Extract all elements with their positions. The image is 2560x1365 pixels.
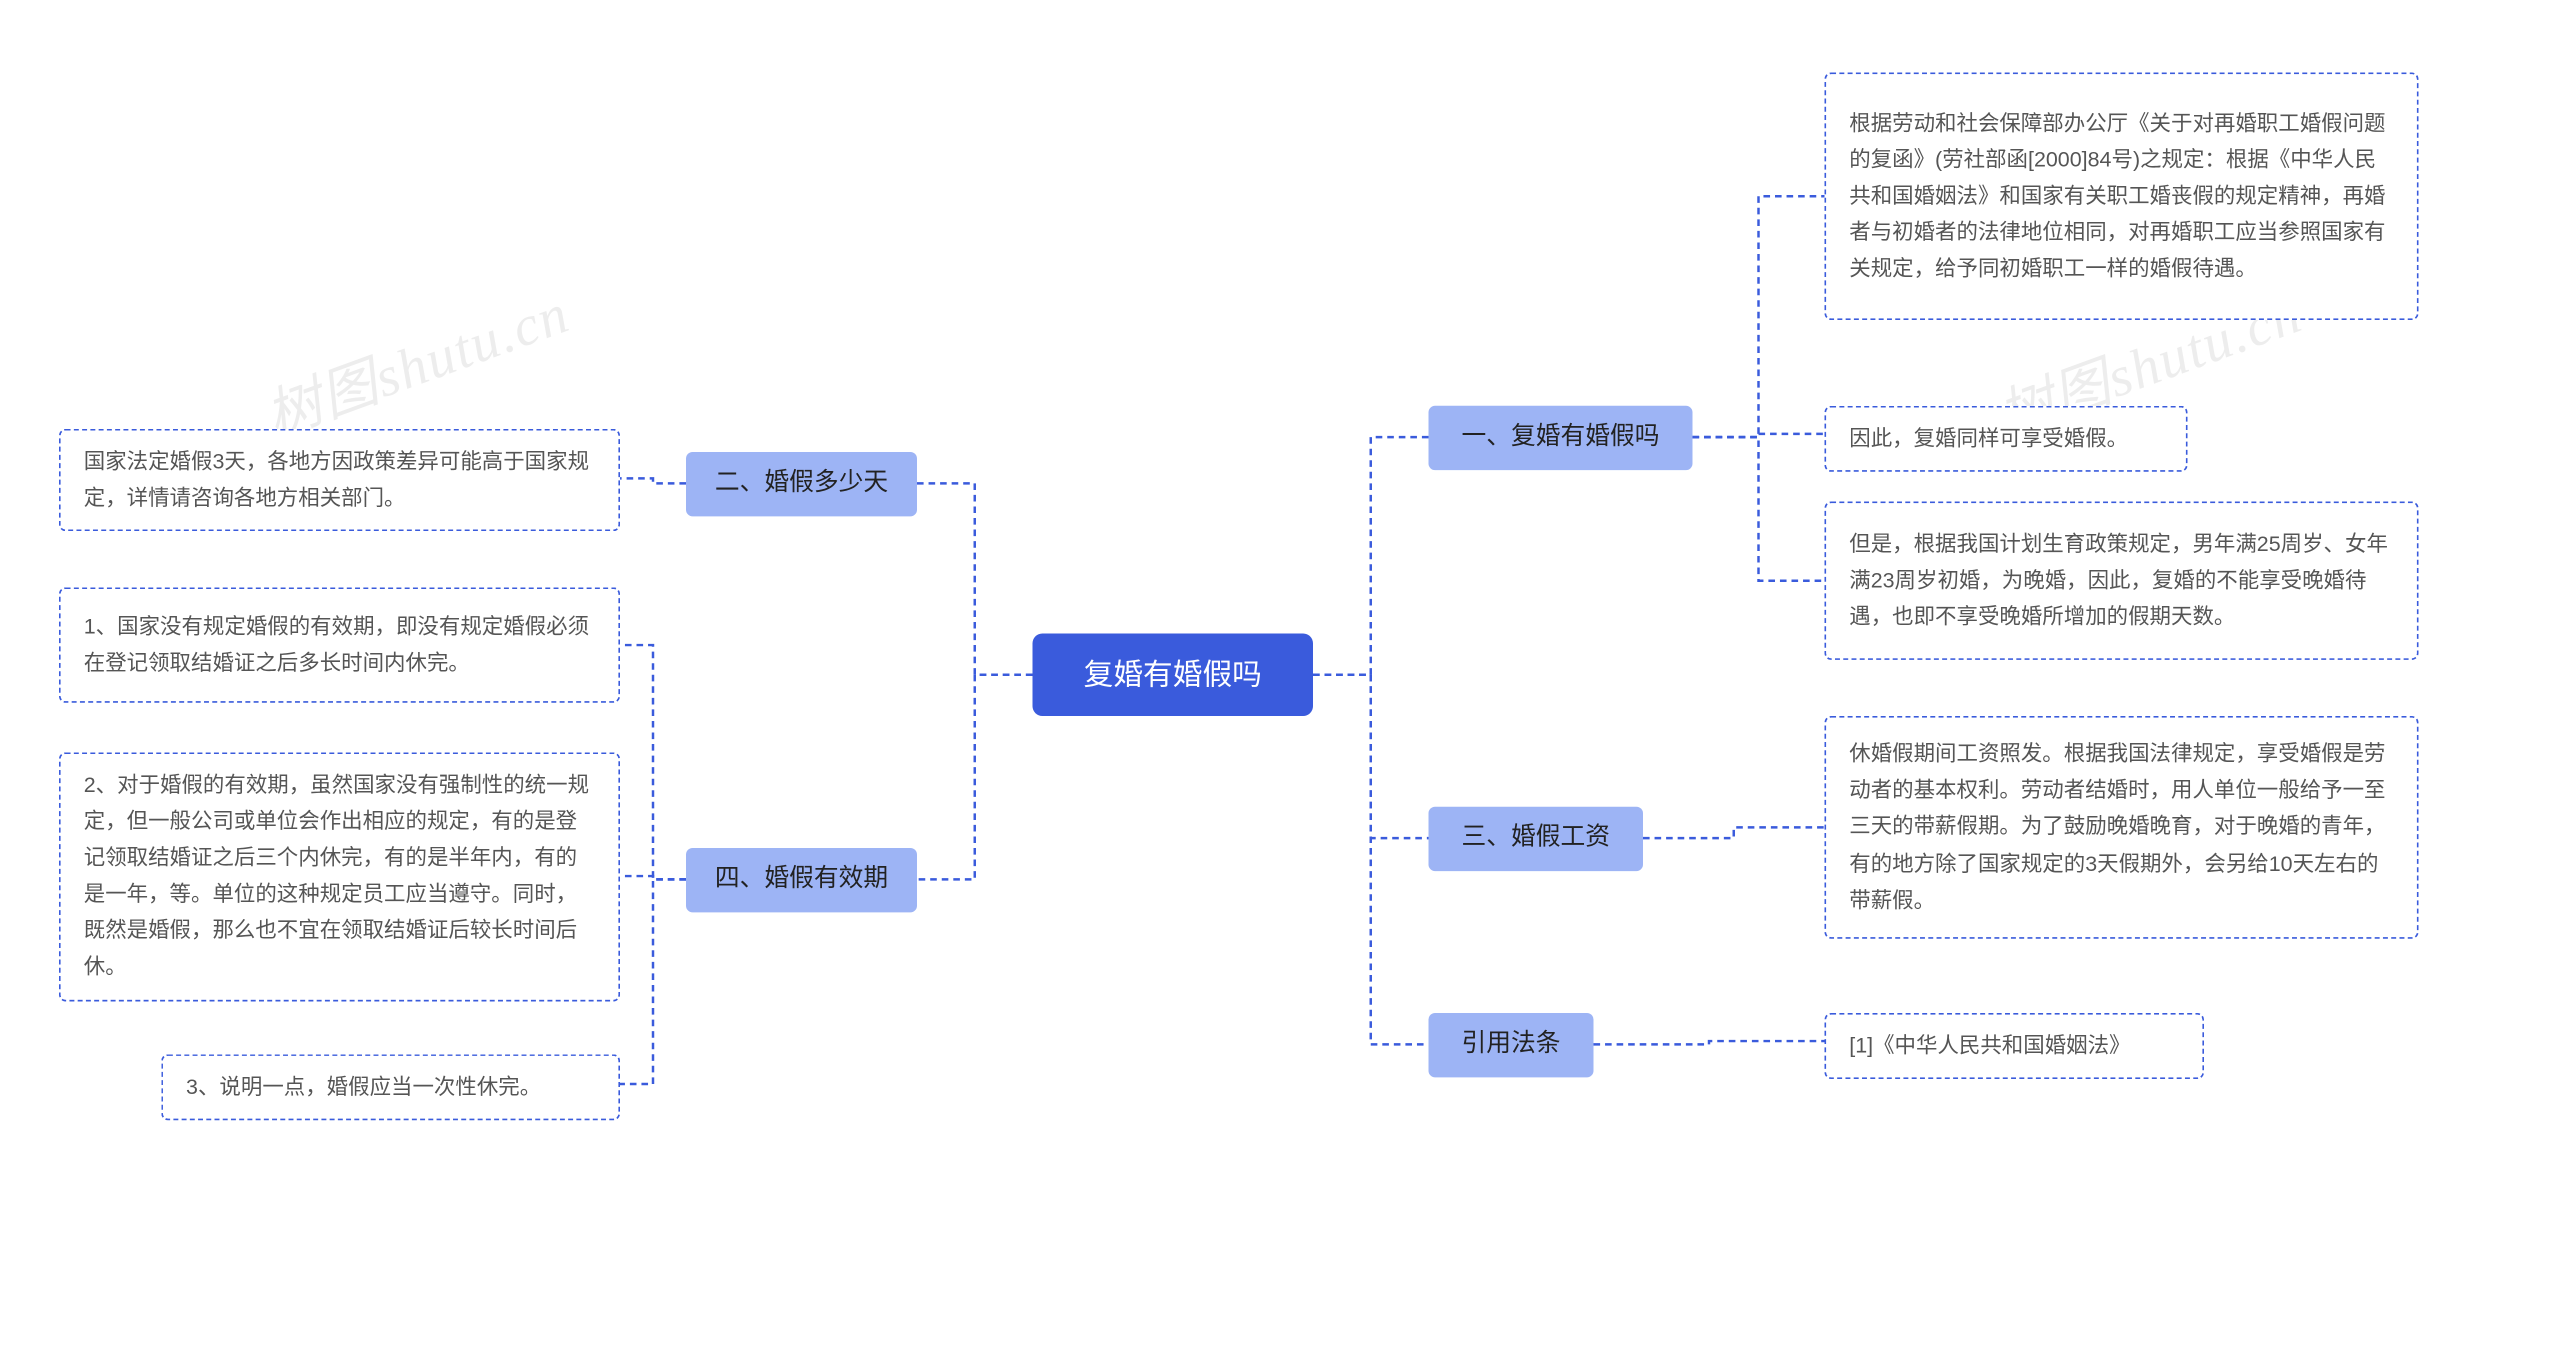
topic-node-r1[interactable]: 一、复婚有婚假吗 bbox=[1429, 405, 1693, 469]
leaf-node: 根据劳动和社会保障部办公厅《关于对再婚职工婚假问题的复函》(劳社部函[2000]… bbox=[1825, 72, 2419, 320]
leaf-node: 2、对于婚假的有效期，虽然国家没有强制性的统一规定，但一般公司或单位会作出相应的… bbox=[59, 752, 620, 1000]
leaf-node: 1、国家没有规定婚假的有效期，即没有规定婚假必须在登记领取结婚证之后多长时间内休… bbox=[59, 587, 620, 703]
leaf-node: 因此，复婚同样可享受婚假。 bbox=[1825, 405, 2188, 471]
leaf-node: 休婚假期间工资照发。根据我国法律规定，享受婚假是劳动者的基本权利。劳动者结婚时，… bbox=[1825, 716, 2419, 939]
topic-node-l2[interactable]: 二、婚假多少天 bbox=[686, 452, 917, 516]
mindmap-canvas: 树图shutu.cn 树图shutu.cn 复婚有婚假吗 一、复婚有婚假吗 根据… bbox=[43, 23, 2518, 1343]
topic-node-l4[interactable]: 四、婚假有效期 bbox=[686, 848, 917, 912]
leaf-node: 3、说明一点，婚假应当一次性休完。 bbox=[161, 1054, 620, 1120]
topic-node-r3[interactable]: 三、婚假工资 bbox=[1429, 806, 1644, 870]
center-node[interactable]: 复婚有婚假吗 bbox=[1033, 633, 1314, 716]
leaf-node: 国家法定婚假3天，各地方因政策差异可能高于国家规定，详情请咨询各地方相关部门。 bbox=[59, 428, 620, 531]
leaf-node: [1]《中华人民共和国婚姻法》 bbox=[1825, 1013, 2205, 1079]
topic-node-r5[interactable]: 引用法条 bbox=[1429, 1013, 1594, 1077]
watermark: 树图shutu.cn bbox=[253, 268, 579, 452]
leaf-node: 但是，根据我国计划生育政策规定，男年满25周岁、女年满23周岁初婚，为晚婚，因此… bbox=[1825, 501, 2419, 659]
